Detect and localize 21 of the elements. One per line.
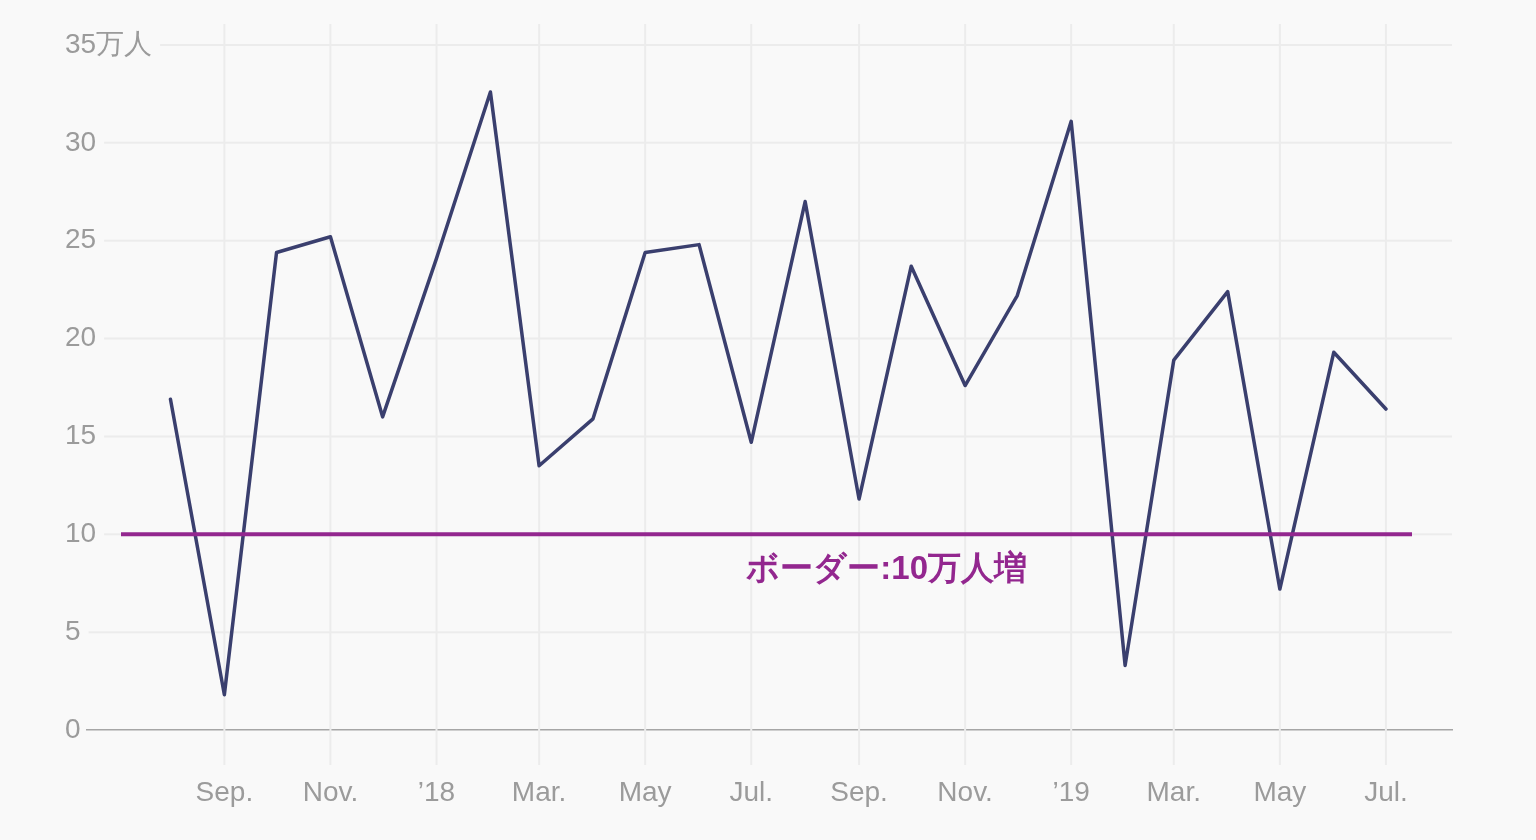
x-tick-label: Sep.	[195, 775, 254, 807]
x-tick-label: Nov.	[937, 775, 993, 807]
y-tick-label: 30	[65, 125, 97, 157]
x-tick-label: Nov.	[302, 775, 359, 807]
x-tick-label: Mar.	[1146, 775, 1202, 807]
x-tick-label: ’18	[417, 775, 456, 807]
x-tick-label: Sep.	[830, 775, 888, 807]
x-tick-label: Jul.	[1364, 775, 1408, 807]
y-tick-label: 0	[65, 712, 81, 744]
y-tick-label: 5	[65, 614, 81, 646]
x-tick-label: Jul.	[729, 775, 774, 807]
y-tick-label: 25	[65, 223, 97, 255]
y-tick-label: 35万人	[65, 27, 153, 59]
ref-line-label: ボーダー:10万人増	[746, 549, 1027, 587]
x-tick-label: ’19	[1052, 775, 1090, 807]
x-tick-label: Mar.	[511, 775, 567, 807]
x-tick-label: May	[618, 775, 672, 807]
y-tick-label: 15	[65, 419, 97, 451]
x-tick-label: May	[1253, 775, 1307, 807]
y-tick-label: 20	[65, 321, 97, 353]
y-tick-label: 10	[65, 517, 97, 548]
